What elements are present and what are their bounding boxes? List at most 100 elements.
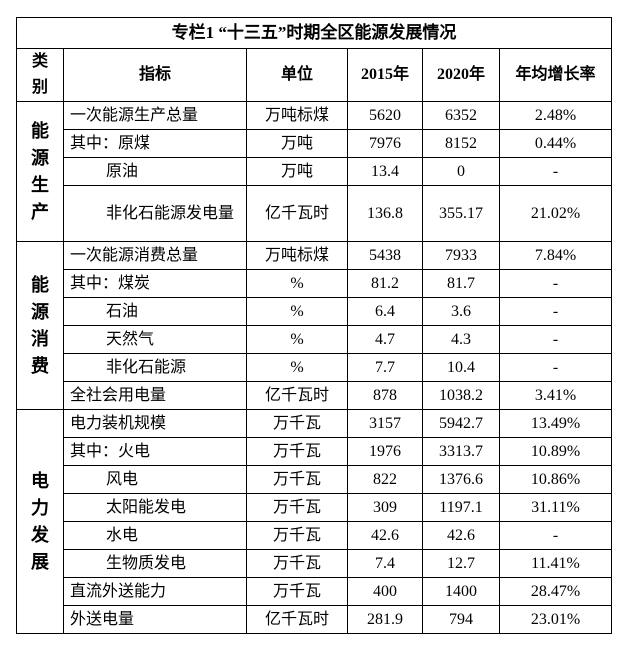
table-row: 外送电量 亿千瓦时 281.9 794 23.01% <box>17 605 612 634</box>
unit-cell: 万千瓦 <box>246 549 348 578</box>
growth-cell: 3.41% <box>499 381 612 410</box>
header-growth: 年均增长率 <box>499 48 612 102</box>
growth-cell: - <box>499 297 612 326</box>
header-category: 类别 <box>16 48 64 102</box>
unit-cell: 万吨标煤 <box>246 241 348 270</box>
unit-cell: % <box>246 297 348 326</box>
table-row: 非化石能源% 7.7 10.4- <box>17 353 612 382</box>
table-row: 电力发展 电力装机规模 万千瓦 3157 5942.7 13.49% <box>16 409 612 634</box>
table-row: 天然气% 4.7 4.3- <box>17 325 612 354</box>
y2020-cell: 0 <box>422 157 500 186</box>
indicator-cell: 非化石能源发电量 <box>63 185 247 242</box>
indicator-cell: 天然气 <box>63 325 247 354</box>
y2015-cell: 6.4 <box>347 297 423 326</box>
y2015-cell: 13.4 <box>347 157 423 186</box>
y2015-cell: 7.4 <box>347 549 423 578</box>
y2020-cell: 3313.7 <box>422 437 500 466</box>
unit-cell: 万吨 <box>246 129 348 158</box>
unit-cell: 亿千瓦时 <box>246 381 348 410</box>
category-label: 能源消费 <box>31 274 49 376</box>
unit-cell: 万吨标煤 <box>246 101 348 130</box>
table-row: 石油% 6.4 3.6- <box>17 297 612 326</box>
indicator-cell: 原油 <box>63 157 247 186</box>
growth-cell: 7.84% <box>499 241 612 270</box>
growth-cell: 13.49% <box>499 409 612 438</box>
growth-cell: 0.44% <box>499 129 612 158</box>
table-row: 水电 万千瓦 42.6 42.6- <box>17 521 612 550</box>
y2015-cell: 81.2 <box>347 269 423 298</box>
y2015-cell: 136.8 <box>347 185 423 242</box>
unit-cell: 万吨 <box>246 157 348 186</box>
unit-cell: 万千瓦 <box>246 465 348 494</box>
table-row: 能源生产 一次能源生产总量 万吨标煤 5620 6352 2.48% <box>16 101 612 242</box>
y2015-cell: 878 <box>347 381 423 410</box>
indicator-cell: 水电 <box>63 521 247 550</box>
y2015-cell: 309 <box>347 493 423 522</box>
table-row: 其中：煤炭% 81.2 81.7- <box>17 269 612 298</box>
y2020-cell: 8152 <box>422 129 500 158</box>
growth-cell: 28.47% <box>499 577 612 606</box>
y2020-cell: 3.6 <box>422 297 500 326</box>
y2015-cell: 281.9 <box>347 605 423 634</box>
growth-cell: 2.48% <box>499 101 612 130</box>
y2020-cell: 4.3 <box>422 325 500 354</box>
indicator-cell: 外送电量 <box>63 605 247 634</box>
table-title: 专栏1 “十三五”时期全区能源发展情况 <box>16 17 612 49</box>
indicator-cell: 全社会用电量 <box>63 381 247 410</box>
header-unit: 单位 <box>246 48 348 102</box>
y2020-cell: 81.7 <box>422 269 500 298</box>
y2020-cell: 794 <box>422 605 500 634</box>
unit-cell: 万千瓦 <box>246 493 348 522</box>
growth-cell: 21.02% <box>499 185 612 242</box>
growth-cell: 11.41% <box>499 549 612 578</box>
unit-cell: % <box>246 353 348 382</box>
indicator-cell: 一次能源消费总量 <box>63 241 247 270</box>
indicator-cell: 其中：原煤 <box>63 129 247 158</box>
category-label: 能源生产 <box>31 120 49 222</box>
unit-cell: 万千瓦 <box>246 437 348 466</box>
unit-cell: % <box>246 325 348 354</box>
y2020-cell: 1376.6 <box>422 465 500 494</box>
growth-cell: - <box>499 325 612 354</box>
unit-cell: 万千瓦 <box>246 577 348 606</box>
table-row: 原油 万吨 13.4 0- <box>17 157 612 186</box>
y2015-cell: 42.6 <box>347 521 423 550</box>
table-row: 其中：火电 万千瓦 1976 3313.7 10.89% <box>17 437 612 466</box>
y2020-cell: 7933 <box>422 241 500 270</box>
y2020-cell: 10.4 <box>422 353 500 382</box>
table-row: 直流外送能力 万千瓦 400 1400 28.47% <box>17 577 612 606</box>
y2015-cell: 5620 <box>347 101 423 130</box>
y2020-cell: 6352 <box>422 101 500 130</box>
y2020-cell: 5942.7 <box>422 409 500 438</box>
growth-cell: - <box>499 353 612 382</box>
y2015-cell: 1976 <box>347 437 423 466</box>
category-cell: 能源生产 <box>16 101 64 242</box>
table-row: 非化石能源发电量 亿千瓦时 136.8 355.17 21.02% <box>17 185 612 242</box>
category-cell: 电力发展 <box>16 409 64 634</box>
indicator-cell: 风电 <box>63 465 247 494</box>
y2020-cell: 1197.1 <box>422 493 500 522</box>
y2020-cell: 12.7 <box>422 549 500 578</box>
table-row: 全社会用电量 亿千瓦时 878 1038.2 3.41% <box>17 381 612 410</box>
indicator-cell: 生物质发电 <box>63 549 247 578</box>
y2015-cell: 5438 <box>347 241 423 270</box>
indicator-cell: 石油 <box>63 297 247 326</box>
category-cell: 能源消费 <box>16 241 64 410</box>
indicator-cell: 其中：煤炭 <box>63 269 247 298</box>
table-row: 能源消费 一次能源消费总量 万吨标煤 5438 7933 7.84% <box>16 241 612 410</box>
header-2020: 2020年 <box>422 48 500 102</box>
growth-cell: - <box>499 157 612 186</box>
y2020-cell: 1400 <box>422 577 500 606</box>
unit-cell: 万千瓦 <box>246 521 348 550</box>
table-row: 风电 万千瓦 822 1376.6 10.86% <box>17 465 612 494</box>
growth-cell: 10.86% <box>499 465 612 494</box>
indicator-cell: 太阳能发电 <box>63 493 247 522</box>
growth-cell: 31.11% <box>499 493 612 522</box>
unit-cell: 亿千瓦时 <box>246 605 348 634</box>
indicator-cell: 直流外送能力 <box>63 577 247 606</box>
unit-cell: 万千瓦 <box>246 409 348 438</box>
category-label: 电力发展 <box>31 470 49 572</box>
y2015-cell: 7976 <box>347 129 423 158</box>
y2020-cell: 1038.2 <box>422 381 500 410</box>
table-row: 太阳能发电 万千瓦 309 1197.1 31.11% <box>17 493 612 522</box>
